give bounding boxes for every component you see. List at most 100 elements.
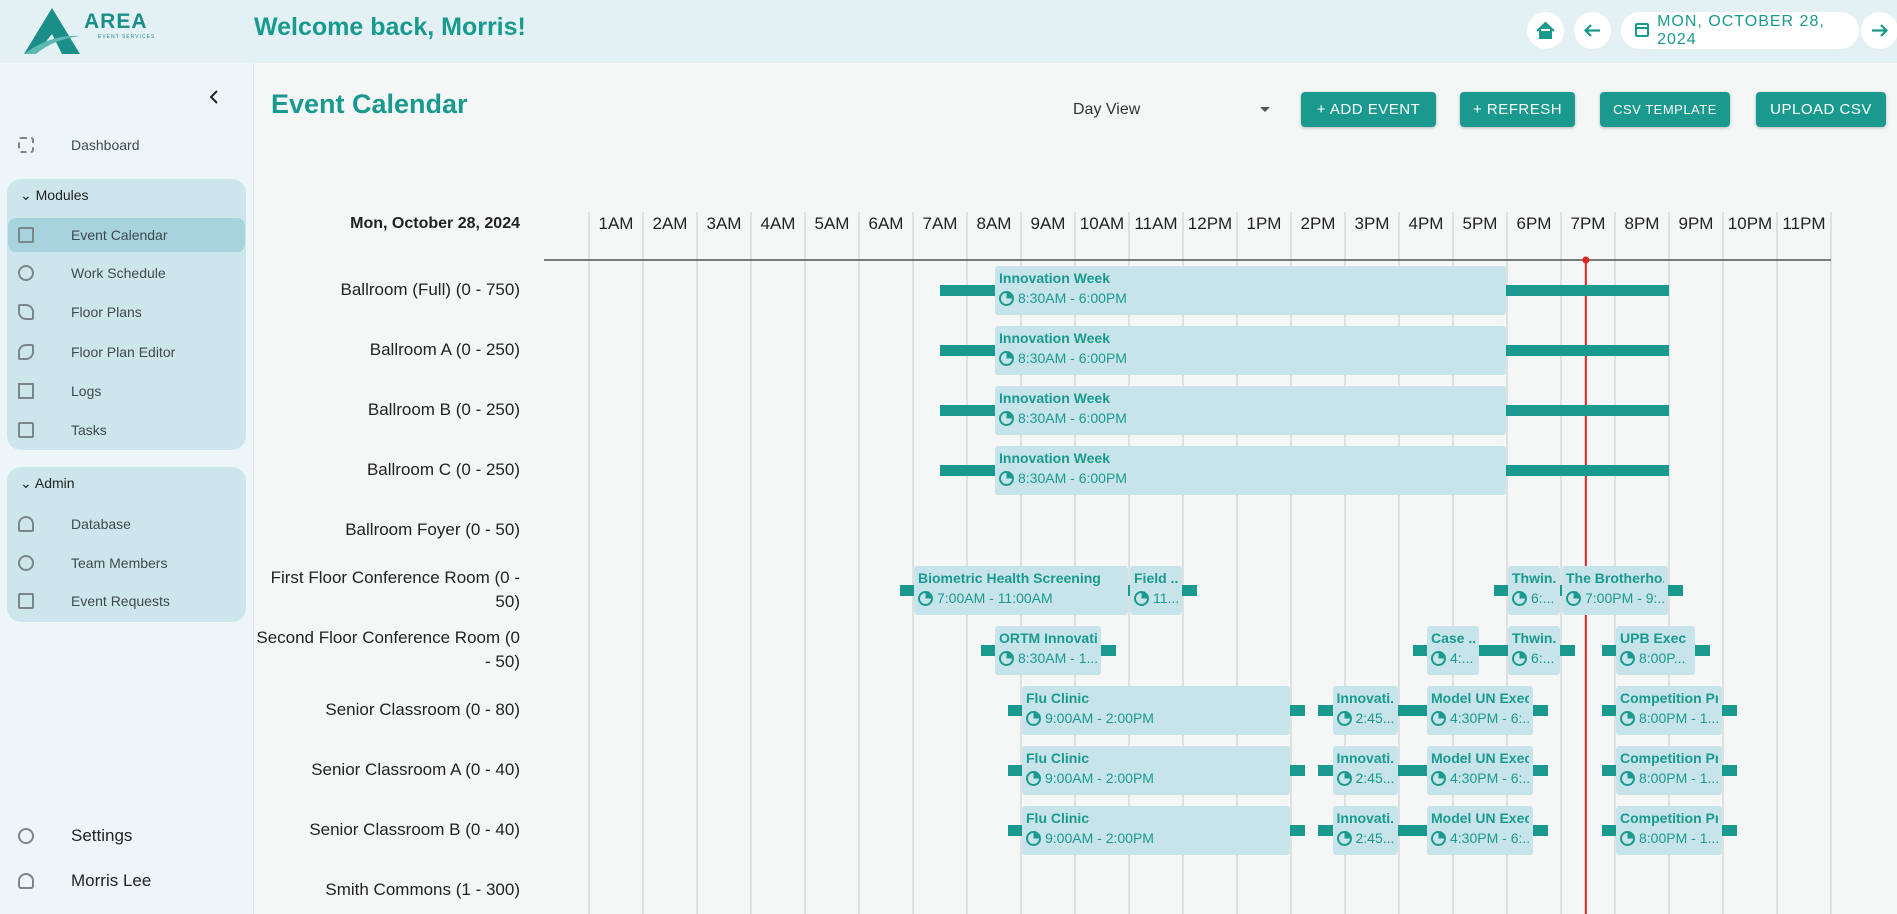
event-block[interactable]: Biometric Health Screening 7:00AM - 11:00… — [914, 566, 1128, 615]
clock-icon — [1134, 590, 1149, 606]
event-block[interactable]: Model UN Exec ... 4:30PM - 6:... — [1427, 746, 1533, 795]
event-title: Flu Clinic — [1026, 810, 1089, 826]
hour-label: 5PM — [1462, 214, 1498, 233]
event-title: Thwin... — [1512, 570, 1556, 586]
room-label: Senior Classroom A (0 - 40) — [311, 760, 520, 779]
event-block[interactable]: Thwin... 6:... — [1508, 626, 1560, 675]
event-block[interactable]: Innovati... 2:45... — [1332, 806, 1398, 855]
date-picker[interactable]: MON, OCTOBER 28, 2024 — [1621, 12, 1859, 49]
nav-item[interactable]: Dashboard — [71, 137, 140, 153]
next-day-button[interactable] — [1861, 12, 1897, 49]
nav-icon — [18, 265, 34, 281]
event-time: 8:30AM - 1... — [1018, 650, 1097, 666]
room-label: First Floor Conference Room (0 - 50) — [270, 568, 520, 611]
event-title: Innovation Week — [999, 450, 1110, 466]
clock-icon — [999, 290, 1014, 306]
nav-icon — [18, 422, 34, 438]
event-title: Innovati... — [1336, 810, 1395, 826]
settings[interactable]: Settings — [71, 826, 133, 845]
modules-heading[interactable]: ⌄ Modules — [20, 187, 89, 203]
clock-icon — [1620, 650, 1635, 666]
event-title: Model UN Exec ... — [1431, 810, 1529, 826]
event-block[interactable]: Thwin... 6:... — [1508, 566, 1560, 615]
event-time: 2:45... — [1355, 770, 1395, 786]
event-time-row: 4:30PM - 6:... — [1431, 710, 1529, 726]
nav-item[interactable]: Tasks — [71, 422, 107, 438]
event-title: Innovati... — [1336, 750, 1395, 766]
nav-item[interactable]: Logs — [71, 383, 102, 399]
prev-day-button[interactable] — [1574, 12, 1611, 49]
hour-label: 5AM — [814, 214, 850, 233]
event-block[interactable]: Competition Pr... 8:00PM - 1... — [1616, 806, 1722, 855]
toolbar-button[interactable]: UPLOAD CSV — [1756, 92, 1886, 127]
event-block[interactable]: ORTM Innovati... 8:30AM - 1... — [995, 626, 1101, 675]
dashboard-icon — [18, 137, 34, 153]
nav-item[interactable]: Work Schedule — [71, 265, 166, 281]
hour-label: 7AM — [922, 214, 958, 233]
clock-icon — [918, 590, 933, 606]
nav-icon — [18, 593, 34, 609]
nav-item[interactable]: Event Calendar — [71, 227, 168, 243]
collapse-button[interactable] — [206, 89, 222, 105]
event-title: Flu Clinic — [1026, 750, 1089, 766]
selected-highlight — [8, 218, 245, 252]
hour-label: 6AM — [868, 214, 904, 233]
event-block[interactable]: Innovation Week 8:30AM - 6:00PM — [995, 266, 1506, 315]
event-block[interactable]: Flu Clinic 9:00AM - 2:00PM — [1022, 806, 1290, 855]
nav-item[interactable]: Database — [71, 516, 131, 532]
event-time-row: 7:00PM - 9:... — [1566, 590, 1664, 606]
toolbar-button[interactable]: CSV TEMPLATE — [1600, 92, 1730, 127]
hour-label: 7PM — [1570, 214, 1606, 233]
nav-item[interactable]: Team Members — [71, 555, 168, 571]
admin-heading[interactable]: ⌄ Admin — [20, 475, 75, 491]
toolbar-button[interactable]: + REFRESH — [1460, 92, 1575, 127]
event-block[interactable]: Field ... 11... — [1130, 566, 1182, 615]
home-button[interactable] — [1527, 12, 1564, 49]
event-time: 11... — [1153, 590, 1178, 606]
event-block[interactable]: Innovati... 2:45... — [1332, 686, 1398, 735]
event-block[interactable]: Flu Clinic 9:00AM - 2:00PM — [1022, 686, 1290, 735]
event-time: 8:00PM - 1... — [1639, 710, 1718, 726]
toolbar-button[interactable]: + ADD EVENT — [1301, 92, 1436, 127]
event-title: Case ... — [1431, 630, 1475, 646]
clock-icon — [1431, 830, 1446, 846]
clock-icon — [1512, 650, 1527, 666]
clock-icon — [1336, 770, 1352, 786]
event-block[interactable]: Competition Pr... 8:00PM - 1... — [1616, 746, 1722, 795]
room-label: Ballroom C (0 - 250) — [366, 460, 520, 479]
event-block[interactable]: Competition Pr... 8:00PM - 1... — [1616, 686, 1722, 735]
event-title: Model UN Exec ... — [1431, 750, 1529, 766]
event-block[interactable]: Model UN Exec ... 4:30PM - 6:... — [1427, 686, 1533, 735]
user-name[interactable]: Morris Lee — [71, 871, 152, 890]
event-block[interactable]: Model UN Exec ... 4:30PM - 6:... — [1427, 806, 1533, 855]
room-label: Ballroom B (0 - 250) — [367, 400, 520, 419]
hour-label: 1AM — [598, 214, 634, 233]
nav-item[interactable]: Floor Plans — [71, 304, 142, 320]
clock-icon — [1431, 710, 1446, 726]
nav-item[interactable]: Event Requests — [71, 593, 170, 609]
event-block[interactable]: Innovation Week 8:30AM - 6:00PM — [995, 446, 1506, 495]
event-block[interactable]: Flu Clinic 9:00AM - 2:00PM — [1022, 746, 1290, 795]
event-block[interactable]: Case ... 4:... — [1427, 626, 1479, 675]
event-block[interactable]: The Brotherho... 7:00PM - 9:... — [1562, 566, 1668, 615]
nav-icon — [18, 516, 34, 532]
event-time: 4:30PM - 6:... — [1450, 770, 1529, 786]
event-time: 8:30AM - 6:00PM — [1018, 290, 1127, 306]
room-label: Ballroom (Full) (0 - 750) — [340, 280, 521, 299]
event-time: 8:30AM - 6:00PM — [1018, 350, 1127, 366]
event-block[interactable]: Innovation Week 8:30AM - 6:00PM — [995, 326, 1506, 375]
event-time-row: 7:00AM - 11:00AM — [918, 590, 1124, 606]
view-value: Day View — [1073, 101, 1141, 118]
clock-icon — [1431, 650, 1446, 666]
user-icon — [18, 873, 34, 889]
clock-icon — [999, 350, 1014, 366]
event-time-row: 2:45... — [1336, 770, 1395, 786]
event-block[interactable]: UPB Exec ... 8:00P... — [1616, 626, 1695, 675]
event-title: Innovation Week — [999, 330, 1110, 346]
event-block[interactable]: Innovation Week 8:30AM - 6:00PM — [995, 386, 1506, 435]
room-label: Senior Classroom B (0 - 40) — [309, 820, 520, 839]
event-block[interactable]: Innovati... 2:45... — [1332, 746, 1398, 795]
view-select[interactable]: Day View — [1073, 101, 1273, 119]
nav-item[interactable]: Floor Plan Editor — [71, 344, 176, 360]
